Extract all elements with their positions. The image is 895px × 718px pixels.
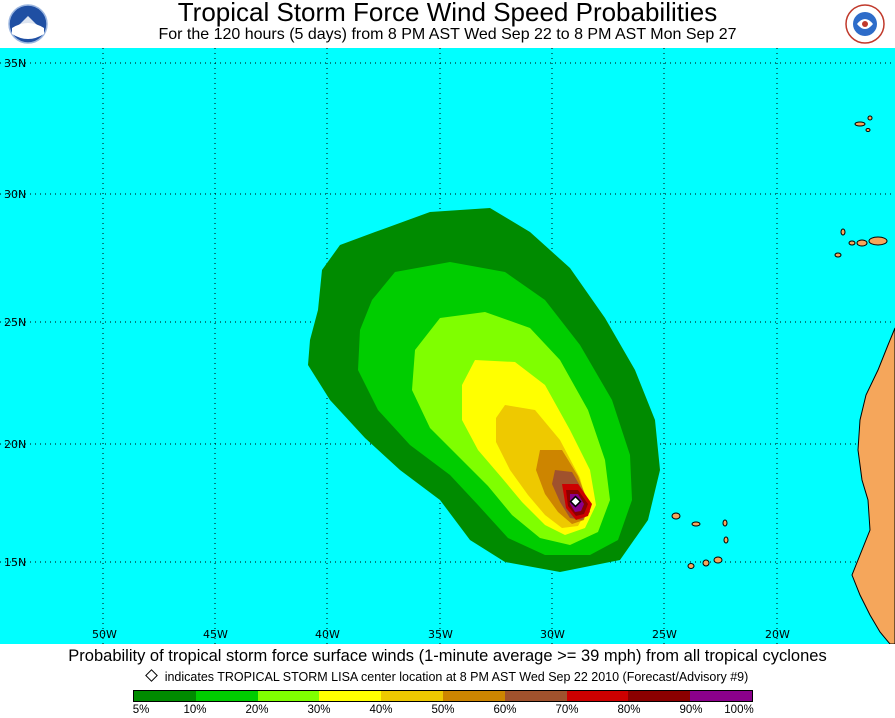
latitude-labels: 35N 30N 25N 20N 15N bbox=[4, 57, 26, 569]
lon-label-20w: 20W bbox=[765, 628, 790, 641]
legend-label: 20% bbox=[245, 704, 269, 716]
lon-label-40w: 40W bbox=[315, 628, 340, 641]
legend-label: 80% bbox=[617, 704, 641, 716]
lat-label-20n: 20N bbox=[4, 438, 26, 451]
legend-label: 70% bbox=[555, 704, 579, 716]
legend-label: 100% bbox=[724, 704, 754, 716]
legend-swatch bbox=[319, 691, 382, 701]
legend-label: 90% bbox=[679, 704, 703, 716]
page-subtitle: For the 120 hours (5 days) from 8 PM AST… bbox=[158, 26, 737, 43]
legend-swatch bbox=[442, 691, 505, 701]
diamond-icon bbox=[144, 669, 158, 682]
probability-map: 35N 30N 25N 20N 15N 50W 45W 40W 35W 30W … bbox=[0, 48, 895, 645]
gridlines bbox=[0, 48, 895, 644]
madeira-islands bbox=[854, 115, 873, 132]
lat-label-30n: 30N bbox=[4, 188, 26, 201]
storm-center-marker bbox=[569, 495, 582, 508]
legend-swatch bbox=[566, 691, 629, 701]
center-location-note: indicates TROPICAL STORM LISA center loc… bbox=[0, 669, 895, 684]
lon-label-45w: 45W bbox=[203, 628, 228, 641]
legend-swatch bbox=[504, 691, 567, 701]
legend-swatch bbox=[134, 691, 196, 701]
legend-color-bar bbox=[133, 690, 753, 702]
longitude-labels: 50W 45W 40W 35W 30W 25W 20W bbox=[92, 628, 790, 641]
legend-swatch bbox=[257, 691, 320, 701]
header: Tropical Storm Force Wind Speed Probabil… bbox=[0, 0, 895, 48]
legend-label: 40% bbox=[369, 704, 393, 716]
noaa-logo bbox=[8, 4, 48, 49]
page-title: Tropical Storm Force Wind Speed Probabil… bbox=[177, 0, 718, 27]
legend-swatch bbox=[690, 691, 752, 701]
africa-coast bbox=[851, 327, 895, 645]
legend-labels: 5% 10% 20% 30% 40% 50% 60% 70% 80% 90% 100% bbox=[0, 704, 895, 718]
legend-label: 60% bbox=[493, 704, 517, 716]
legend-swatch bbox=[628, 691, 691, 701]
canary-islands bbox=[834, 228, 888, 258]
legend-label: 30% bbox=[307, 704, 331, 716]
legend-swatch bbox=[381, 691, 443, 701]
legend-swatch bbox=[195, 691, 258, 701]
lat-label-15n: 15N bbox=[4, 556, 26, 569]
legend-label: 5% bbox=[132, 704, 150, 716]
cape-verde-islands bbox=[671, 512, 729, 569]
lat-label-35n: 35N bbox=[4, 57, 26, 70]
legend-label: 50% bbox=[431, 704, 455, 716]
map-caption: Probability of tropical storm force surf… bbox=[68, 647, 827, 665]
center-note-text: indicates TROPICAL STORM LISA center loc… bbox=[164, 670, 749, 684]
probability-contours bbox=[308, 208, 660, 572]
lat-label-25n: 25N bbox=[4, 316, 26, 329]
legend-label: 10% bbox=[183, 704, 207, 716]
lon-label-50w: 50W bbox=[92, 628, 117, 641]
footer: Probability of tropical storm force surf… bbox=[0, 644, 895, 716]
lon-label-35w: 35W bbox=[428, 628, 453, 641]
nws-logo bbox=[843, 4, 887, 49]
lon-label-25w: 25W bbox=[652, 628, 677, 641]
lon-label-30w: 30W bbox=[540, 628, 565, 641]
